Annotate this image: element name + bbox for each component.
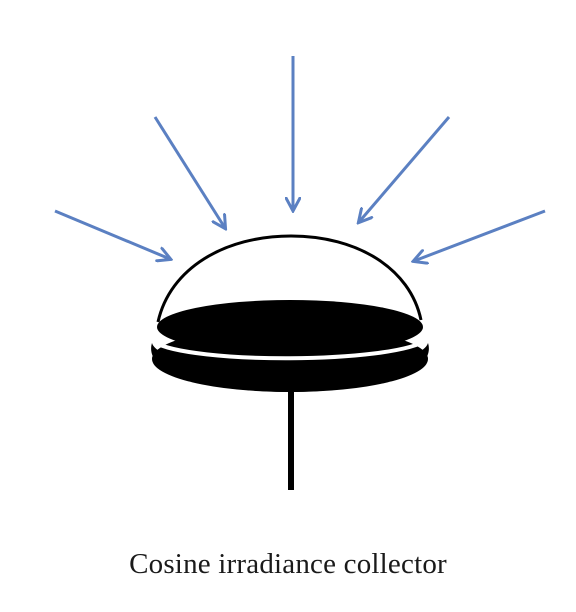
incoming-light-arrows — [54, 56, 546, 261]
arrow-icon-upper-left — [153, 116, 225, 228]
cosine-collector-icon — [151, 234, 429, 490]
arrow-icon-left — [54, 209, 170, 259]
arrow-icon-upper-right — [359, 116, 451, 222]
white-rim-gap — [152, 338, 429, 361]
diffuser-dome — [156, 234, 423, 323]
figure-caption: Cosine irradiance collector — [129, 548, 447, 580]
arrow-icon-right — [414, 209, 546, 261]
